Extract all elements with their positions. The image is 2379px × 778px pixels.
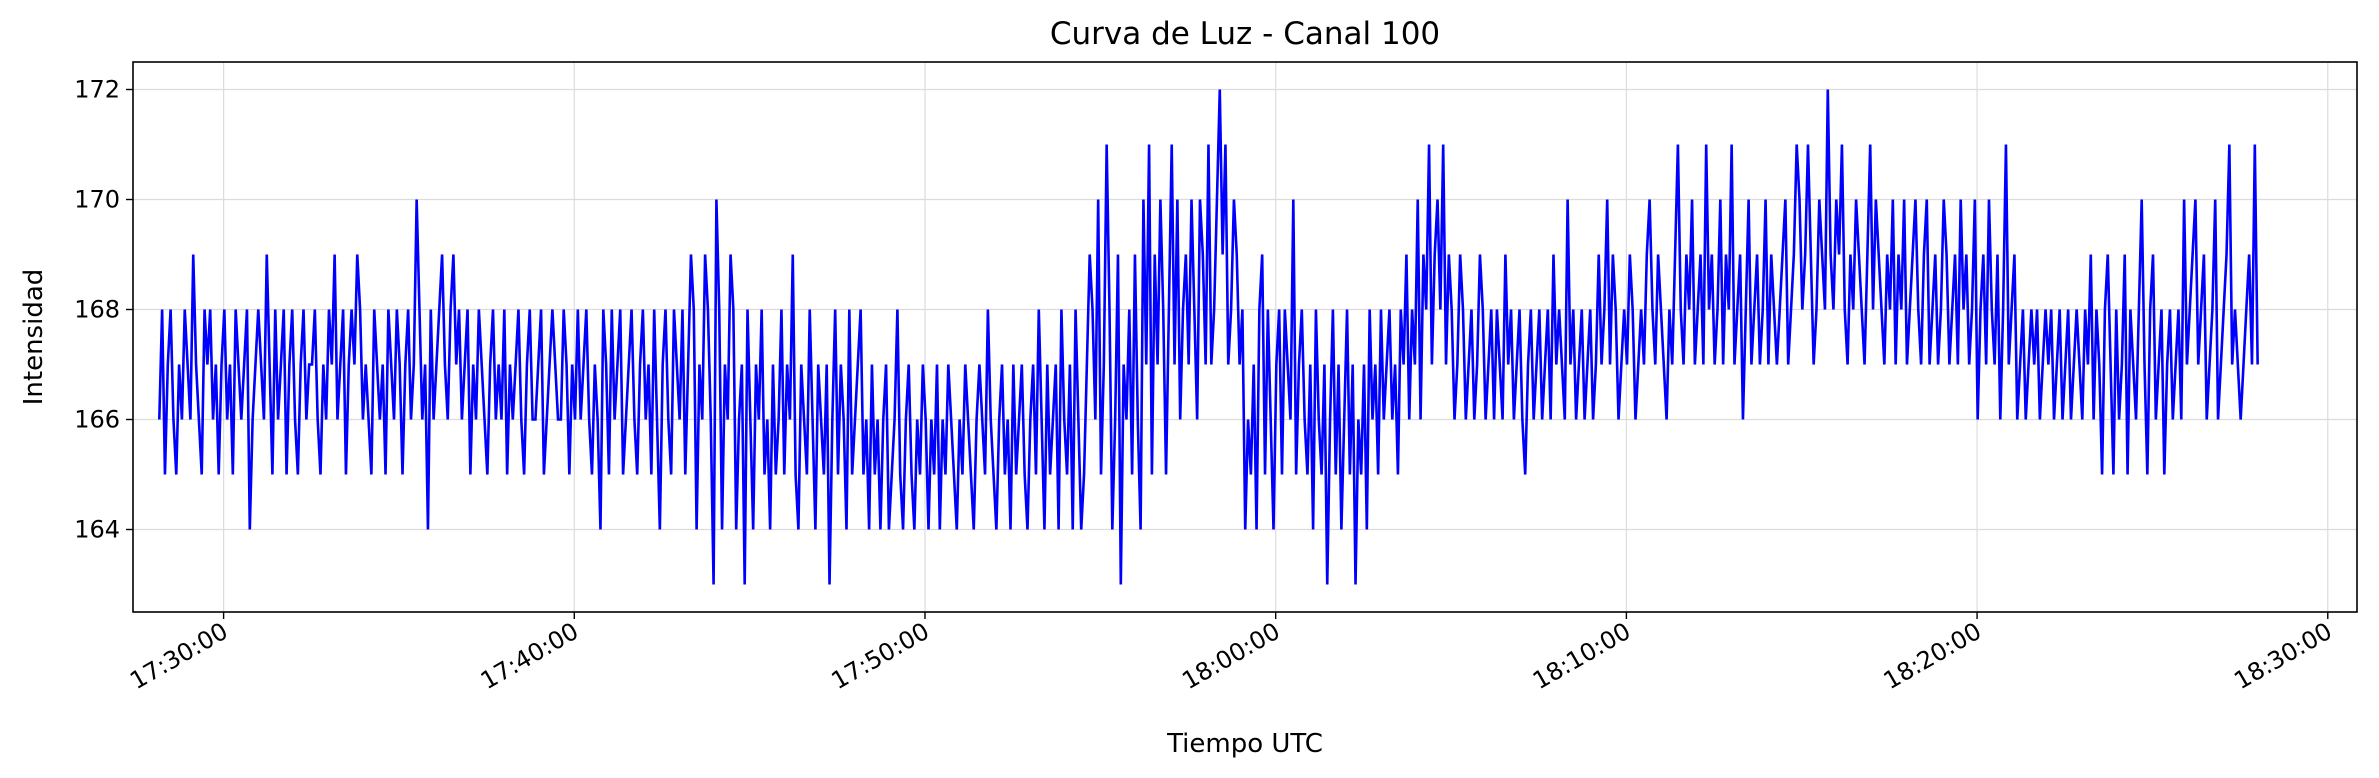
y-tick-label: 168 [74, 296, 120, 324]
y-tick-label: 170 [74, 186, 120, 214]
series-line [158, 89, 2259, 585]
x-tick-label: 17:40:00 [476, 617, 583, 695]
x-axis-label: Tiempo UTC [1166, 729, 1323, 759]
plot-frame [132, 61, 2358, 613]
y-tick-label: 172 [74, 76, 120, 104]
x-tick-label: 18:20:00 [1879, 617, 1986, 695]
x-tick-label: 17:50:00 [827, 617, 934, 695]
x-tick-label: 18:30:00 [2229, 617, 2336, 695]
y-axis-label: Intensidad [19, 269, 49, 406]
y-tick-label: 164 [74, 516, 120, 544]
y-tick-label: 166 [74, 406, 120, 434]
x-tick-label: 18:00:00 [1177, 617, 1284, 695]
x-tick-label: 17:30:00 [125, 617, 232, 695]
x-tick-label: 18:10:00 [1528, 617, 1635, 695]
series-layer [158, 89, 2259, 585]
chart-title: Curva de Luz - Canal 100 [1050, 16, 1440, 52]
